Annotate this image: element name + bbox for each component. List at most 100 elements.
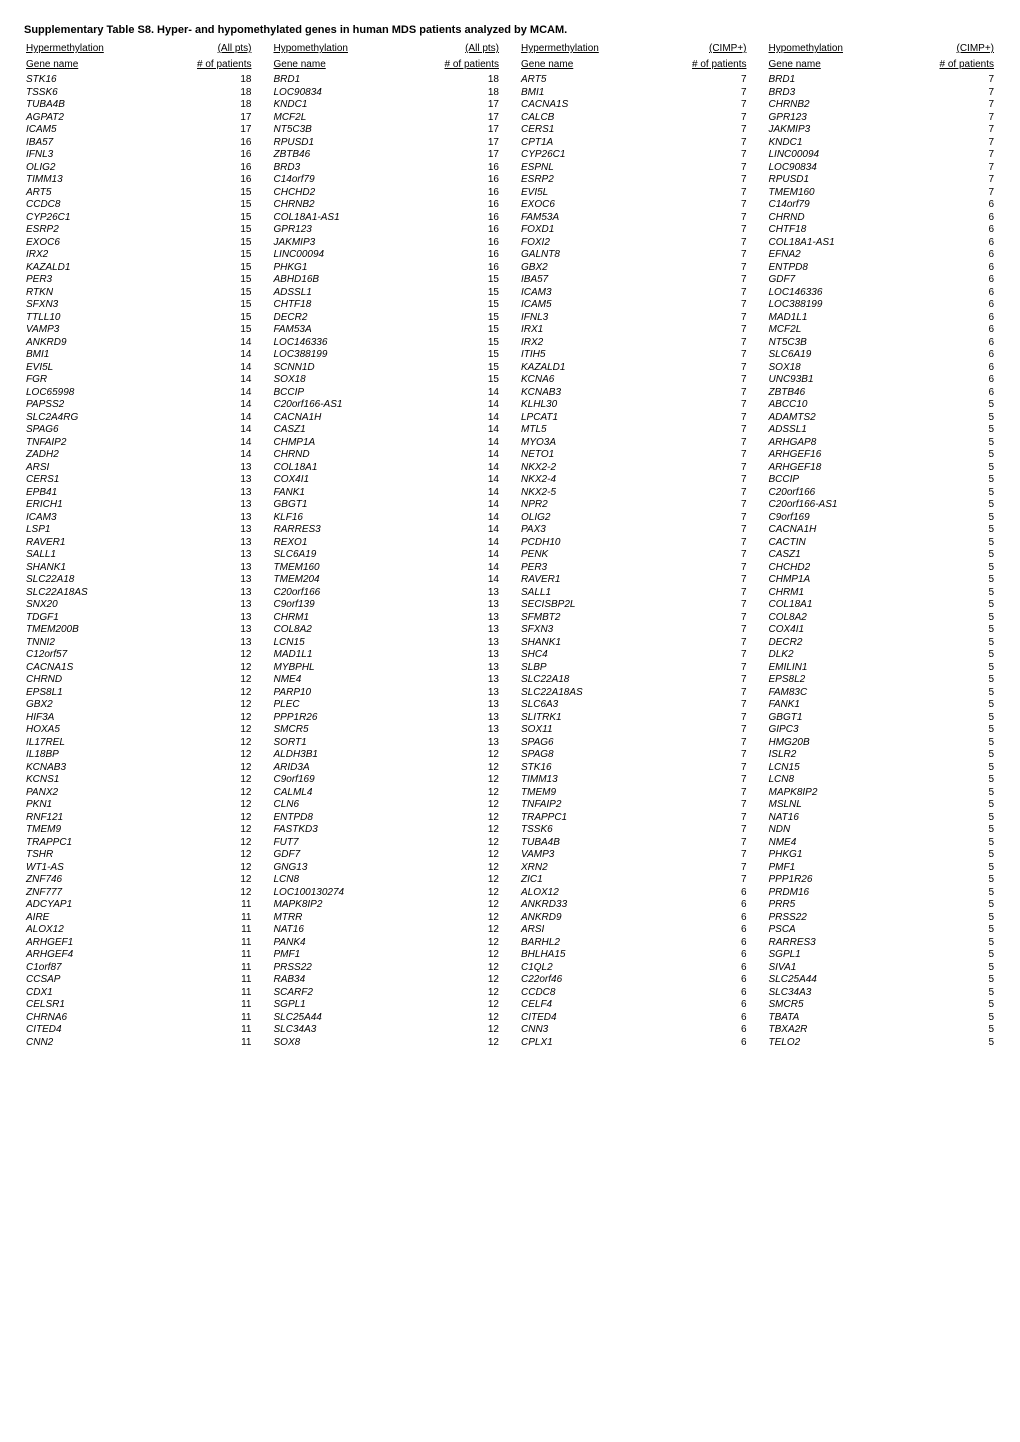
table-row: C14orf7916 bbox=[272, 174, 502, 187]
patient-count: 13 bbox=[403, 724, 501, 737]
table-row: LCN812 bbox=[272, 874, 502, 887]
table-row: IL17REL12 bbox=[24, 737, 254, 750]
table-row: CCSAP11 bbox=[24, 974, 254, 987]
table-row: VAMP315 bbox=[24, 324, 254, 337]
table-row: CHCHD25 bbox=[767, 562, 997, 575]
patient-count: 5 bbox=[898, 474, 996, 487]
gene-name: CALCB bbox=[519, 112, 653, 125]
patient-count: 12 bbox=[403, 912, 501, 925]
table-row: LPCAT17 bbox=[519, 412, 749, 425]
table-row: CHRND6 bbox=[767, 212, 997, 225]
table-row: CHTF1815 bbox=[272, 299, 502, 312]
table-row: ALOX126 bbox=[519, 887, 749, 900]
patient-count: 11 bbox=[158, 912, 254, 925]
table-row: KAZALD17 bbox=[519, 362, 749, 375]
patient-count: 5 bbox=[898, 687, 996, 700]
gene-name: CHRND bbox=[24, 674, 158, 687]
gene-name: AGPAT2 bbox=[24, 112, 158, 125]
gene-name: SLC2A4RG bbox=[24, 412, 158, 425]
gene-name: SECISBP2L bbox=[519, 599, 653, 612]
gene-name: TRAPPC1 bbox=[24, 837, 158, 850]
gene-name: ANKRD9 bbox=[24, 337, 158, 350]
patient-count: 14 bbox=[403, 412, 501, 425]
table-row: GBX27 bbox=[519, 262, 749, 275]
gene-name: OLIG2 bbox=[24, 162, 158, 175]
gene-name: CHCHD2 bbox=[767, 562, 899, 575]
table-row: RTKN15 bbox=[24, 287, 254, 300]
patient-count: 17 bbox=[403, 149, 501, 162]
table-row: RAVER113 bbox=[24, 537, 254, 550]
table-row: EFNA26 bbox=[767, 249, 997, 262]
gene-name: HMG20B bbox=[767, 737, 899, 750]
gene-name: PANX2 bbox=[24, 787, 158, 800]
table-row: SALL17 bbox=[519, 587, 749, 600]
patient-count: 5 bbox=[898, 487, 996, 500]
patient-count: 6 bbox=[898, 374, 996, 387]
patient-count: 5 bbox=[898, 524, 996, 537]
table-row: IRX17 bbox=[519, 324, 749, 337]
table-row: FGR14 bbox=[24, 374, 254, 387]
patient-count: 12 bbox=[403, 874, 501, 887]
patient-count: 12 bbox=[158, 774, 254, 787]
table-row: IFNL316 bbox=[24, 149, 254, 162]
table-row: NKX2-47 bbox=[519, 474, 749, 487]
gene-name: PPP1R26 bbox=[767, 874, 899, 887]
patient-count: 12 bbox=[403, 887, 501, 900]
table-row: SMCR513 bbox=[272, 724, 502, 737]
gene-name: ZBTB46 bbox=[767, 387, 899, 400]
table-row: LCN1513 bbox=[272, 637, 502, 650]
table-row: CHRND12 bbox=[24, 674, 254, 687]
patient-count: 16 bbox=[158, 162, 254, 175]
gene-name: SLC25A44 bbox=[767, 974, 899, 987]
table-row: ESRP27 bbox=[519, 174, 749, 187]
table-row: EMILIN15 bbox=[767, 662, 997, 675]
gene-name: TSSK6 bbox=[24, 87, 158, 100]
patient-count: 12 bbox=[403, 949, 501, 962]
patient-count: 5 bbox=[898, 737, 996, 750]
table-row: CHMP1A5 bbox=[767, 574, 997, 587]
patient-count: 7 bbox=[653, 662, 749, 675]
gene-name: ENTPD8 bbox=[272, 812, 404, 825]
col-0: Hypermethylation(All pts)Gene name# of p… bbox=[24, 42, 254, 1049]
patient-count: 13 bbox=[403, 624, 501, 637]
patient-count: 12 bbox=[158, 687, 254, 700]
table-row: SHC47 bbox=[519, 649, 749, 662]
gene-name: KLHL30 bbox=[519, 399, 653, 412]
gene-name: IBA57 bbox=[519, 274, 653, 287]
table-row: SPAG67 bbox=[519, 737, 749, 750]
patient-count: 12 bbox=[403, 937, 501, 950]
table-row: CACNA1S7 bbox=[519, 99, 749, 112]
table-row: SGPL15 bbox=[767, 949, 997, 962]
patient-count: 5 bbox=[898, 712, 996, 725]
patient-count: 7 bbox=[653, 449, 749, 462]
gene-name: RPUSD1 bbox=[272, 137, 404, 150]
patient-count: 6 bbox=[898, 324, 996, 337]
gene-name: MCF2L bbox=[272, 112, 404, 125]
table-row: NKX2-27 bbox=[519, 462, 749, 475]
gene-name: ITIH5 bbox=[519, 349, 653, 362]
gene-name: PER3 bbox=[24, 274, 158, 287]
gene-name: XRN2 bbox=[519, 862, 653, 875]
patient-count: 15 bbox=[158, 274, 254, 287]
table-row: LOC3881996 bbox=[767, 299, 997, 312]
patient-count: 13 bbox=[158, 612, 254, 625]
gene-name: KNDC1 bbox=[767, 137, 899, 150]
gene-name: TUBA4B bbox=[519, 837, 653, 850]
gene-name: FANK1 bbox=[272, 487, 404, 500]
table-row: ICAM37 bbox=[519, 287, 749, 300]
table-row: NKX2-57 bbox=[519, 487, 749, 500]
table-row: C12orf5712 bbox=[24, 649, 254, 662]
table-row: NME45 bbox=[767, 837, 997, 850]
table-row: NDN5 bbox=[767, 824, 997, 837]
table-row: PHKG15 bbox=[767, 849, 997, 862]
patient-count: 12 bbox=[158, 699, 254, 712]
patient-count: 7 bbox=[653, 874, 749, 887]
patient-count: 7 bbox=[898, 124, 996, 137]
table-row: C20orf166-AS114 bbox=[272, 399, 502, 412]
patient-count: 6 bbox=[898, 312, 996, 325]
patient-count: 16 bbox=[403, 262, 501, 275]
gene-name: CHTF18 bbox=[272, 299, 404, 312]
table-row: SLC22A187 bbox=[519, 674, 749, 687]
gene-name: FAM53A bbox=[272, 324, 404, 337]
table-row: MYBPHL13 bbox=[272, 662, 502, 675]
